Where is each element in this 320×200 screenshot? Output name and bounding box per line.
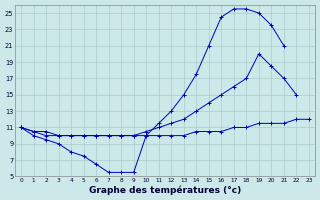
- X-axis label: Graphe des températures (°c): Graphe des températures (°c): [89, 186, 241, 195]
